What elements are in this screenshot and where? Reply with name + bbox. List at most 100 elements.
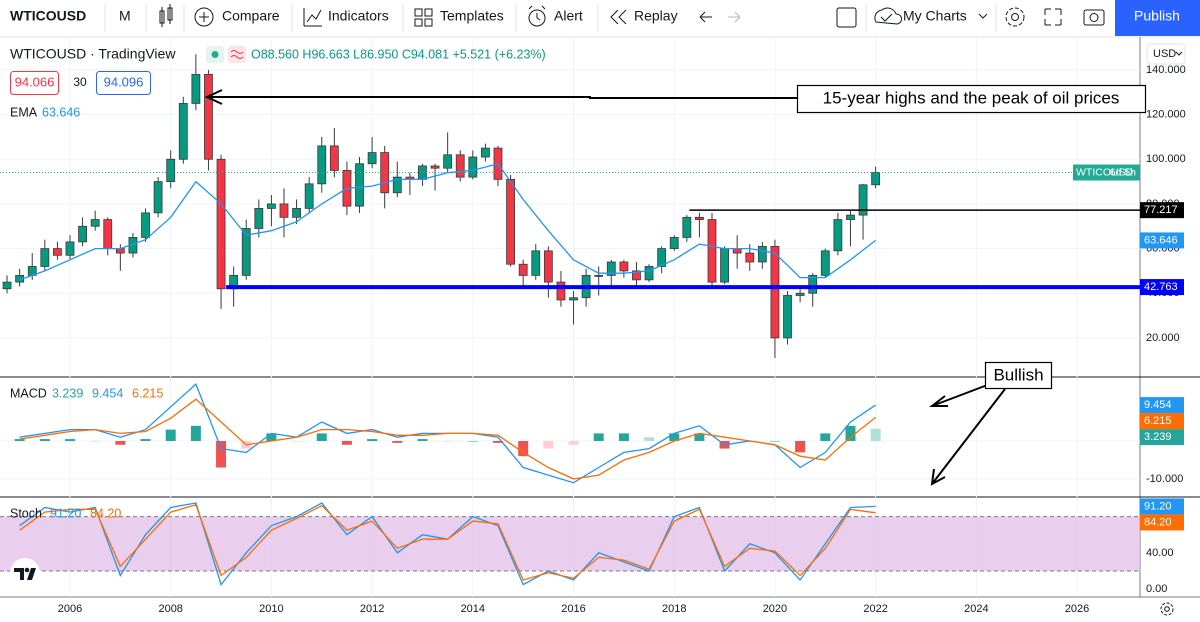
y-tick-label: 100.000 <box>1146 153 1186 165</box>
interval-button[interactable]: M <box>119 8 131 24</box>
y-tick-label: 40.00 <box>1146 547 1174 559</box>
compare-button[interactable]: Compare <box>222 8 280 24</box>
histogram-bar <box>316 433 327 441</box>
replay-button[interactable]: Replay <box>634 8 678 24</box>
y-tick-label: -10.000 <box>1146 473 1183 485</box>
candle-body <box>254 207 264 229</box>
candle-body <box>40 248 50 267</box>
publish-button[interactable] <box>1115 0 1200 36</box>
candle-body <box>2 281 12 290</box>
annotation-arrow <box>930 388 1006 486</box>
templates-button[interactable]: Templates <box>440 8 504 24</box>
sell-box[interactable] <box>10 71 59 95</box>
indicator-tag <box>1140 498 1184 515</box>
symbol-legend: WTICOUSD · TradingView <box>10 46 176 62</box>
candle-body <box>644 266 654 281</box>
candle-body <box>153 181 163 214</box>
candle-body <box>392 176 402 194</box>
alert-button[interactable]: Alert <box>554 8 583 24</box>
indicator-tag-value: 6.215 <box>1144 415 1172 427</box>
ema-legend-name: EMA <box>10 105 38 119</box>
chart-type-icon[interactable] <box>159 4 173 27</box>
annotation-text: Bullish <box>993 365 1043 384</box>
candle-body <box>506 178 515 265</box>
histogram-bar <box>644 437 655 441</box>
indicator-line <box>19 398 877 480</box>
histogram-bar <box>417 439 428 441</box>
histogram-bar <box>543 440 554 449</box>
candle-body <box>619 261 629 272</box>
level-tag-value: 77.217 <box>1144 204 1178 216</box>
dropdown-arrow[interactable] <box>978 13 988 19</box>
candle-body <box>279 203 289 218</box>
buy-box[interactable] <box>96 71 151 95</box>
candle-body <box>606 261 616 276</box>
x-tick-label: 2006 <box>58 603 82 615</box>
compare-icon[interactable] <box>194 7 214 27</box>
candle-body <box>468 156 478 178</box>
y-tick-label: 140.000 <box>1146 64 1186 76</box>
candle-body <box>103 219 113 249</box>
stoch-band <box>0 516 1140 571</box>
candle-body <box>329 145 339 171</box>
settings-button[interactable] <box>1005 7 1025 27</box>
cloud-icon[interactable] <box>874 7 903 25</box>
histogram-bar <box>216 440 227 468</box>
screenshot-button[interactable] <box>1083 9 1105 26</box>
indicator-tag-value: 91.20 <box>1144 500 1172 512</box>
ask-price[interactable]: 94.096 <box>104 74 144 89</box>
symbol-button[interactable]: WTICOUSD <box>10 8 86 24</box>
status-badge <box>228 46 246 63</box>
candle-body <box>166 158 176 182</box>
candle-body <box>569 297 578 301</box>
candle-body <box>833 219 843 252</box>
candle-body <box>455 154 465 178</box>
fullscreen-button[interactable] <box>1044 8 1062 26</box>
candle-body <box>367 152 377 165</box>
axis-settings-button[interactable] <box>1160 602 1174 616</box>
candle-body <box>808 274 818 294</box>
replay-icon[interactable] <box>610 9 627 25</box>
indicators-button[interactable]: Indicators <box>328 8 389 24</box>
candle-body <box>757 245 767 263</box>
histogram-bar <box>266 433 277 441</box>
candle-body <box>115 248 125 254</box>
currency[interactable]: USD <box>1153 48 1176 60</box>
candle-body <box>531 250 541 276</box>
alert-icon[interactable] <box>528 5 546 27</box>
candle-body <box>543 250 553 283</box>
indicator-name: MACD <box>10 386 47 400</box>
layout-button[interactable] <box>836 7 857 28</box>
indicator-legend-value: 9.454 <box>92 386 123 400</box>
candle-body <box>191 74 201 104</box>
delay-icon <box>230 50 244 59</box>
candle-body <box>594 274 604 277</box>
x-tick-label: 2010 <box>259 603 283 615</box>
candle-body <box>418 165 427 180</box>
redo-button[interactable] <box>728 11 741 23</box>
histogram-bar <box>341 440 352 445</box>
candle-body <box>481 147 490 158</box>
last-tag-symbol: WTICOUSD <box>1076 166 1134 178</box>
histogram-bar <box>467 440 478 442</box>
histogram-bar <box>694 433 705 441</box>
level-tag <box>1140 202 1184 219</box>
bid-price[interactable]: 94.066 <box>15 74 55 89</box>
x-tick-label: 2020 <box>763 603 787 615</box>
undo-button[interactable] <box>699 11 712 23</box>
x-tick-label: 2022 <box>863 603 887 615</box>
last-tag-countdown: 6d 5h <box>1110 166 1136 178</box>
indicators-icon[interactable] <box>303 8 322 27</box>
templates-icon[interactable] <box>414 8 433 27</box>
dropdown-arrow[interactable] <box>1175 51 1183 56</box>
publish-label[interactable]: Publish <box>1134 8 1180 24</box>
histogram-bar <box>568 440 579 445</box>
y-tick-label: 20.000 <box>1146 332 1180 344</box>
indicator-name: Stoch <box>10 506 42 520</box>
ema-tag <box>1140 232 1184 249</box>
candle-body <box>430 165 440 169</box>
currency-button[interactable] <box>1146 43 1186 65</box>
candle-body <box>783 295 792 339</box>
my-charts-button[interactable]: My Charts <box>903 8 967 24</box>
candle-body <box>770 245 780 339</box>
